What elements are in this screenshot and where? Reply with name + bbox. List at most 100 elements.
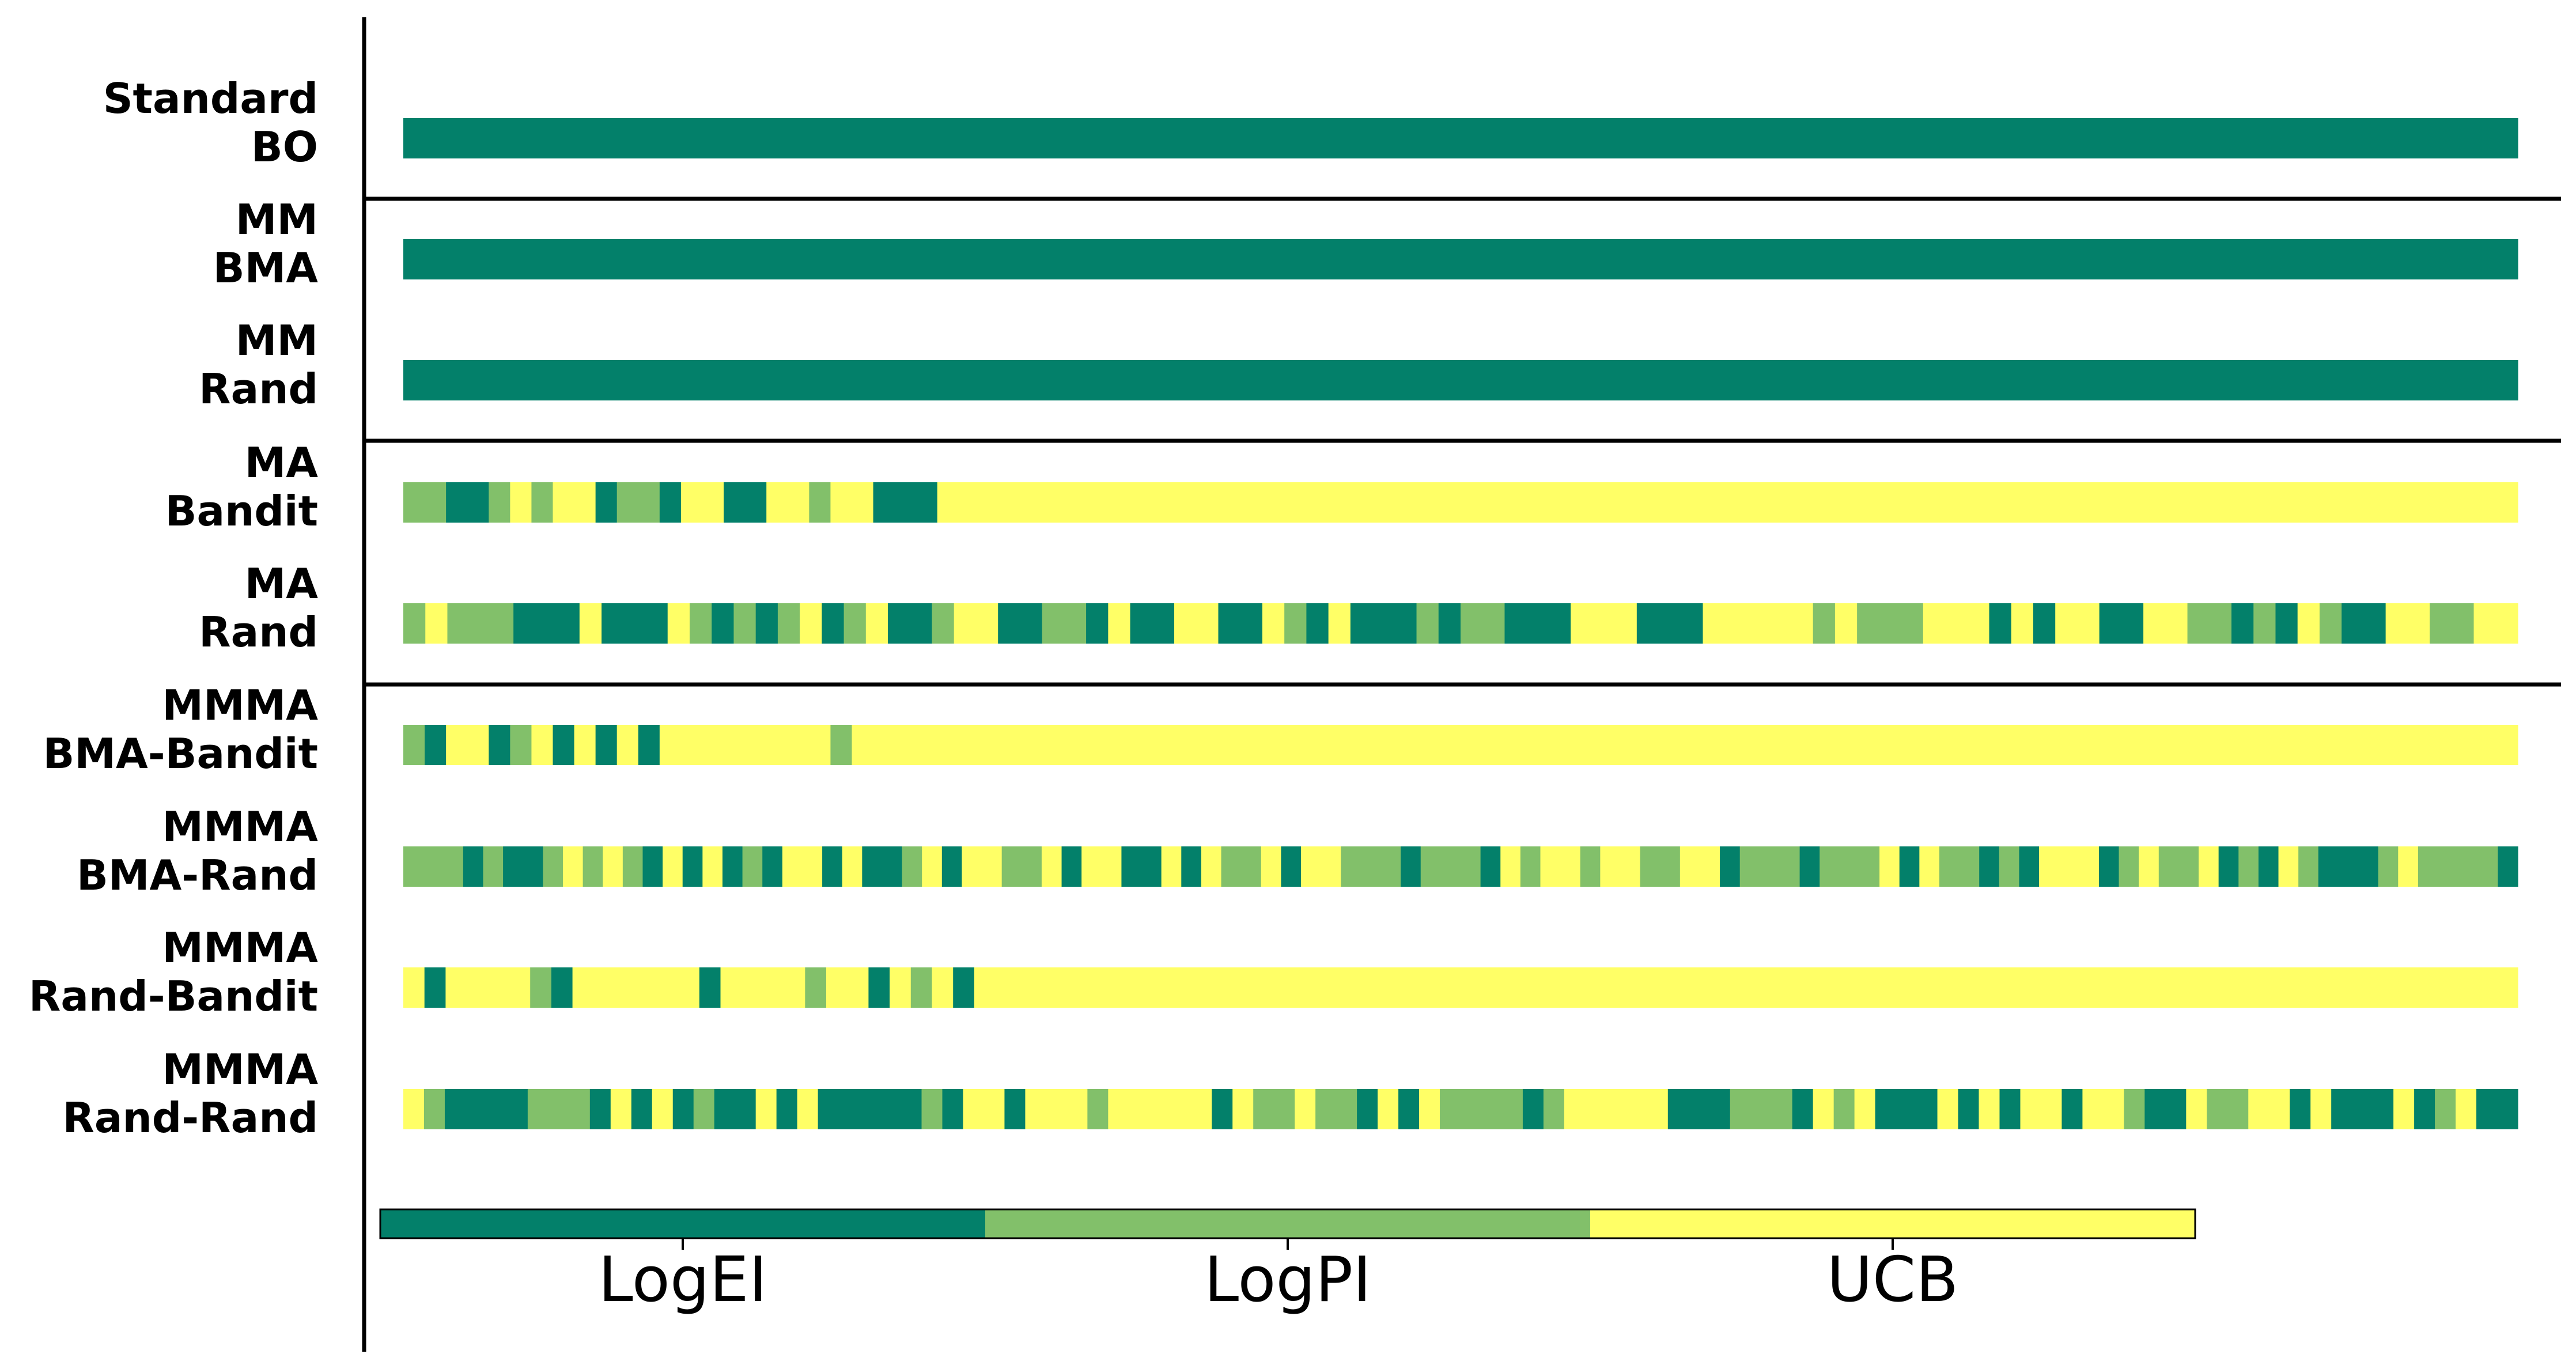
- cell-logpi: [1253, 1089, 1295, 1129]
- cell-ucb: [1937, 1089, 1959, 1129]
- cell-ucb: [954, 603, 998, 644]
- row-label-line: BO: [251, 123, 318, 171]
- cell-ucb: [1564, 1089, 1669, 1129]
- cell-logei: [1720, 846, 1741, 887]
- cell-logpi: [1284, 603, 1307, 644]
- cell-ucb: [1262, 603, 1285, 644]
- cell-ucb: [2039, 846, 2100, 887]
- cell-logei: [2061, 1089, 2083, 1129]
- cell-logpi: [1087, 1089, 1109, 1129]
- cell-ucb: [1232, 1089, 1254, 1129]
- cell-ucb: [2082, 1089, 2124, 1129]
- cell-logei: [776, 1089, 798, 1129]
- row-label-line: Rand: [199, 365, 318, 413]
- cell-logpi: [1640, 846, 1681, 887]
- cell-logpi: [2319, 603, 2342, 644]
- colorbar-segment-logpi: [985, 1209, 1591, 1238]
- cell-logpi: [447, 603, 514, 644]
- cell-ucb: [403, 1089, 425, 1129]
- cell-logei: [1899, 846, 1920, 887]
- cell-logei: [941, 846, 963, 887]
- cell-logei: [595, 725, 618, 765]
- cell-logei: [1799, 846, 1820, 887]
- cell-logpi: [403, 846, 464, 887]
- cell-logei: [403, 239, 2518, 279]
- cell-ucb: [610, 1089, 632, 1129]
- cell-logpi: [1520, 846, 1541, 887]
- cell-logei: [424, 967, 446, 1008]
- cell-logpi: [1580, 846, 1601, 887]
- cell-logei: [1792, 1089, 1814, 1129]
- cell-logei: [2258, 846, 2279, 887]
- cell-logpi: [1221, 846, 1262, 887]
- cell-logei: [602, 603, 668, 644]
- cell-ucb: [2199, 846, 2219, 887]
- cell-ucb: [1081, 846, 1122, 887]
- cell-logei: [1989, 603, 2012, 644]
- cell-logpi: [902, 846, 922, 887]
- cell-logpi: [809, 482, 831, 523]
- cell-ucb: [1854, 1089, 1876, 1129]
- cell-ucb: [667, 603, 690, 644]
- cell-ucb: [782, 846, 823, 887]
- cell-logpi: [1461, 603, 1505, 644]
- cell-ucb: [574, 725, 596, 765]
- cell-logei: [1086, 603, 1109, 644]
- cell-logpi: [2187, 603, 2232, 644]
- colorbar-label: UCB: [1827, 1244, 1959, 1316]
- cell-logei: [1357, 1089, 1378, 1129]
- cell-logei: [755, 603, 778, 644]
- row-label-line: BMA-Bandit: [43, 729, 319, 778]
- cell-ucb: [2020, 1089, 2063, 1129]
- cell-ucb: [1979, 1089, 2000, 1129]
- cell-logpi: [689, 603, 712, 644]
- cell-ucb: [1108, 603, 1131, 644]
- cell-logpi: [2207, 1089, 2249, 1129]
- row-label-line: BMA: [213, 244, 319, 292]
- cell-ucb: [1879, 846, 1900, 887]
- cell-ucb: [680, 482, 724, 523]
- cell-logei: [873, 482, 938, 523]
- cell-logei: [998, 603, 1043, 644]
- row-label-line: BMA-Rand: [77, 851, 318, 899]
- cell-logei: [2144, 1089, 2187, 1129]
- cell-ucb: [616, 725, 639, 765]
- cell-ucb: [830, 482, 874, 523]
- cell-logei: [1504, 603, 1571, 644]
- cell-ucb: [425, 603, 448, 644]
- cell-ucb: [1301, 846, 1341, 887]
- cell-logei: [403, 118, 2518, 158]
- cell-ucb: [797, 1089, 819, 1129]
- cell-ucb: [1571, 603, 1637, 644]
- cell-ucb: [932, 967, 954, 1008]
- cell-logei: [2318, 846, 2379, 887]
- cell-ucb: [1923, 603, 1990, 644]
- cell-ucb: [2186, 1089, 2207, 1129]
- cell-ucb: [663, 846, 683, 887]
- cell-logpi: [733, 603, 756, 644]
- cell-ucb: [445, 967, 531, 1008]
- cell-logpi: [1857, 603, 1924, 644]
- cell-logpi: [616, 482, 660, 523]
- cell-logpi: [1833, 1089, 1855, 1129]
- cell-ucb: [1679, 846, 1720, 887]
- cell-logei: [942, 1089, 964, 1129]
- colorbar-legend: LogEI LogPI UCB: [379, 1208, 2196, 1316]
- cell-logpi: [2298, 846, 2319, 887]
- cell-logei: [444, 1089, 528, 1129]
- cell-logei: [551, 967, 573, 1008]
- cell-logei: [822, 846, 843, 887]
- cell-ucb: [553, 482, 596, 523]
- cell-logpi: [1813, 603, 1836, 644]
- cell-logpi: [531, 482, 554, 523]
- cell-logei: [2342, 603, 2386, 644]
- cell-ucb: [603, 846, 623, 887]
- row-label-line: MMMA: [162, 681, 318, 729]
- cell-logei: [1667, 1089, 1731, 1129]
- cell-ucb: [531, 725, 554, 765]
- cell-logei: [822, 603, 845, 644]
- cell-logpi: [1440, 1089, 1523, 1129]
- cell-logei: [1181, 846, 1202, 887]
- cell-ucb: [2398, 846, 2419, 887]
